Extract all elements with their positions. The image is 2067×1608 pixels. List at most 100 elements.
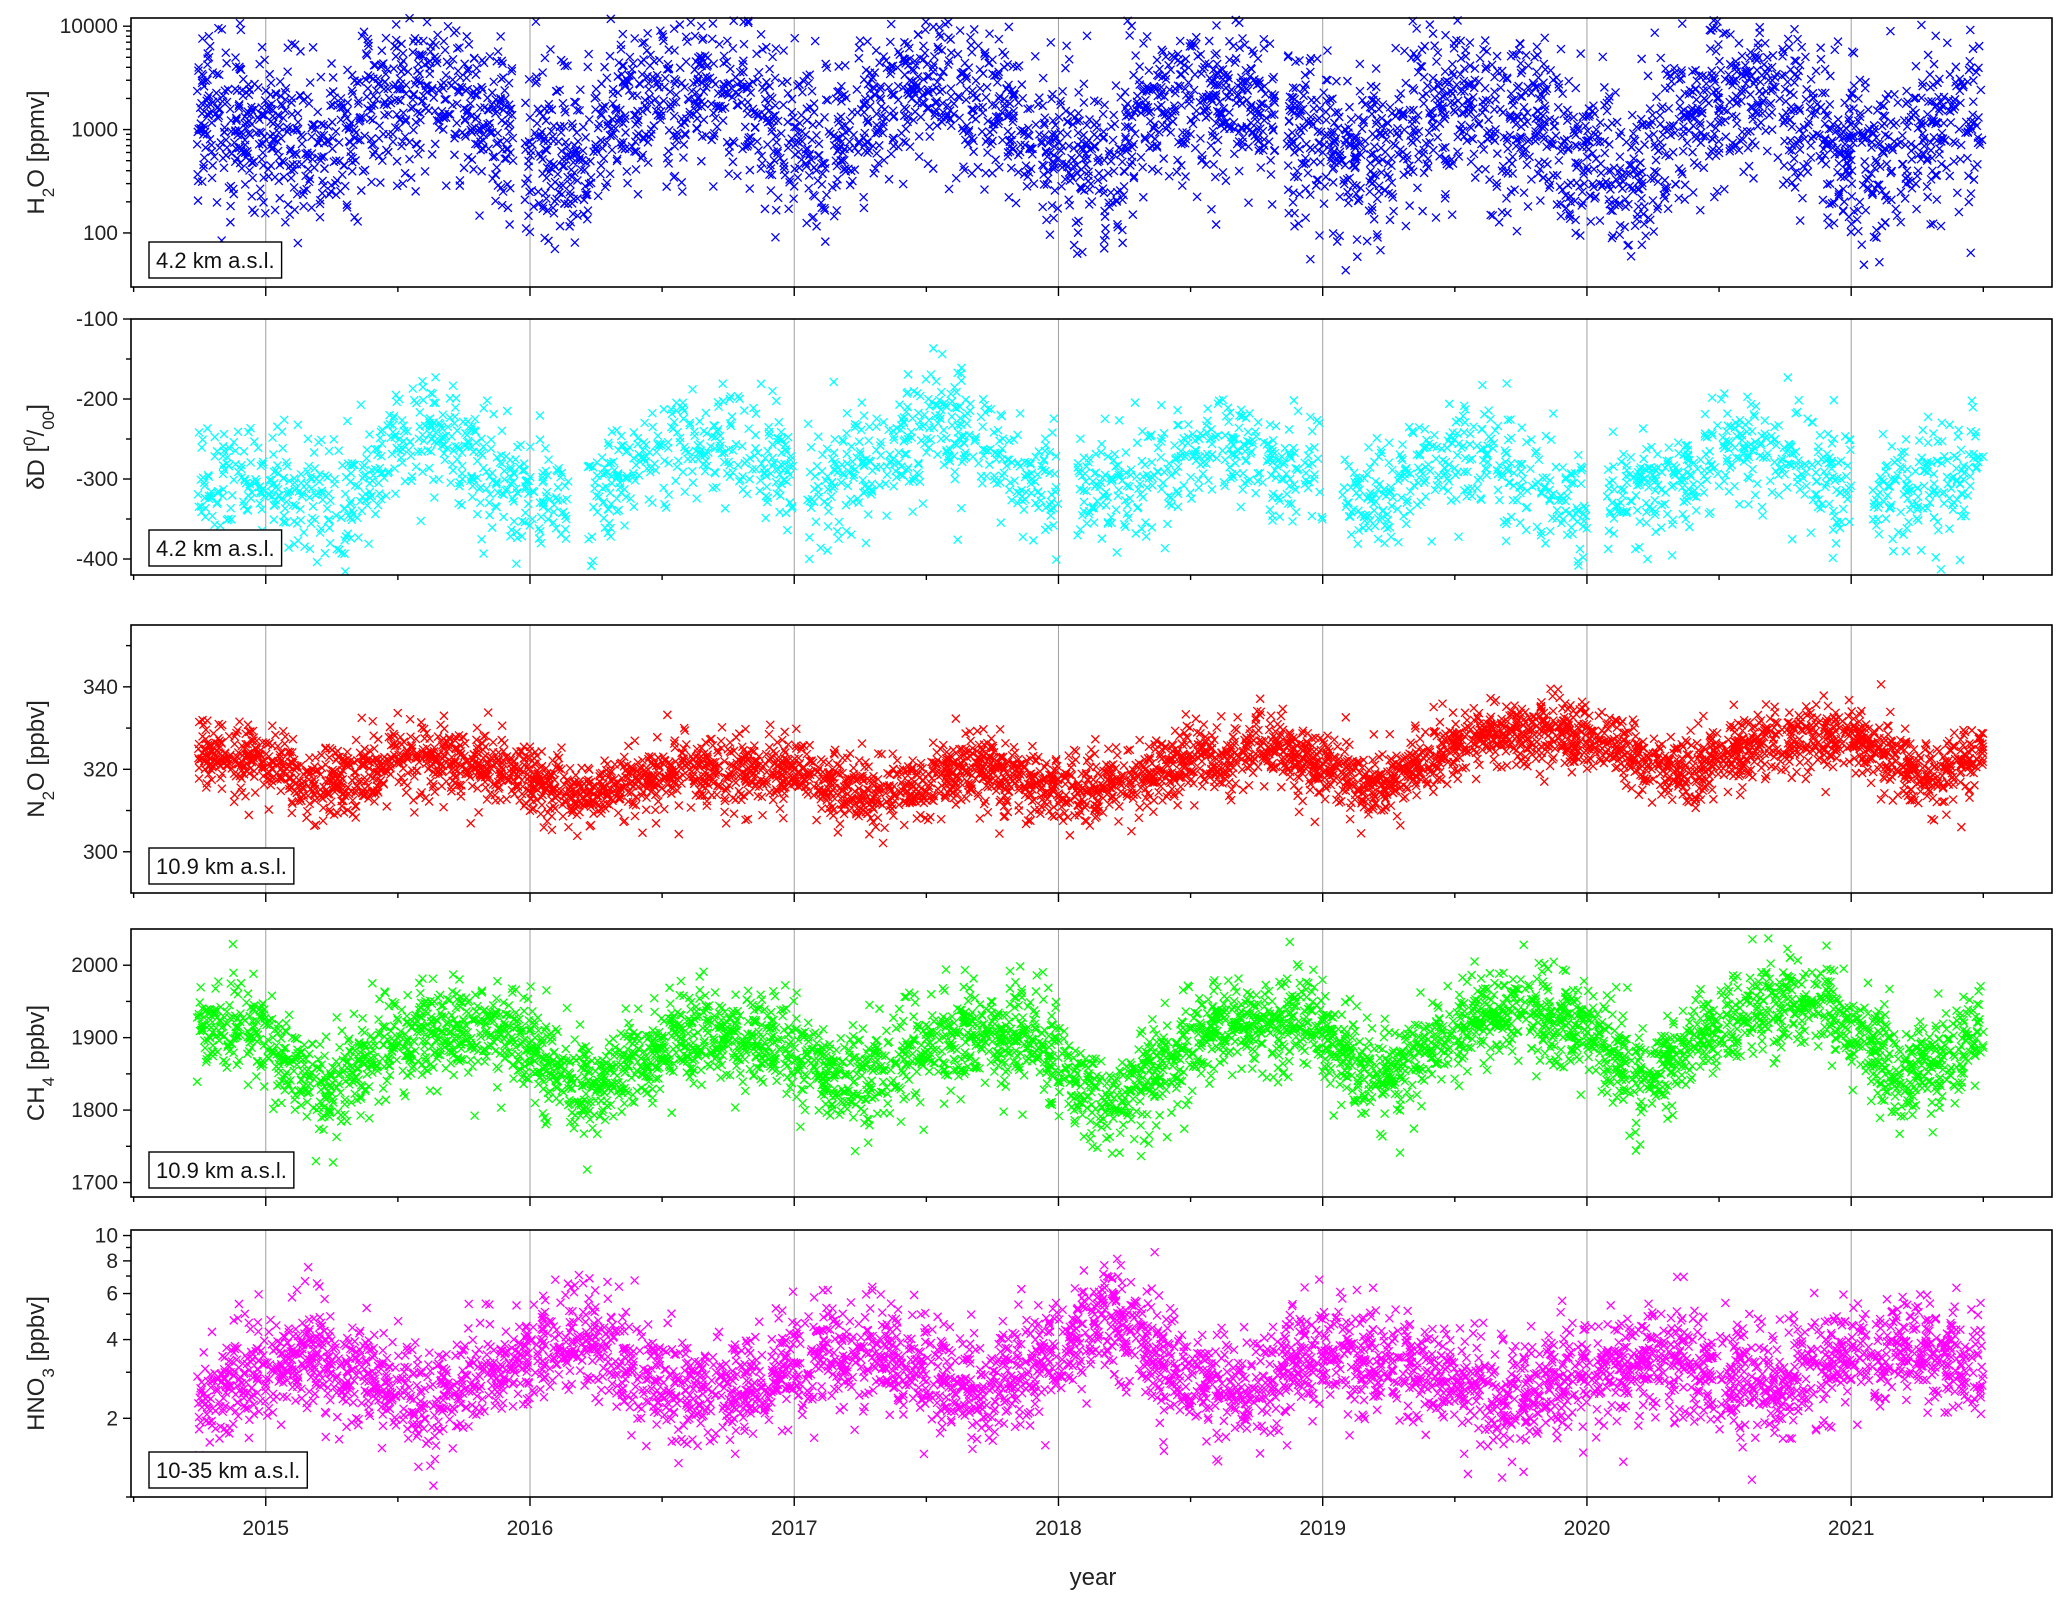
data-point-x (890, 482, 898, 490)
data-point-x (421, 167, 429, 175)
data-point-x (1853, 216, 1861, 224)
data-point-x (1587, 192, 1595, 200)
data-point-x (979, 103, 987, 111)
data-point-x (1377, 144, 1385, 152)
data-point-x (1366, 159, 1374, 167)
data-point-x (1358, 96, 1366, 104)
data-point-x (1157, 485, 1165, 493)
data-point-x (406, 155, 414, 163)
data-point-x (1343, 77, 1351, 85)
data-point-x (506, 184, 514, 192)
data-point-x (478, 56, 486, 64)
data-point-x (631, 120, 639, 128)
data-point-x (983, 83, 991, 91)
data-point-x (810, 100, 818, 108)
data-point-x (681, 131, 689, 139)
data-point-x (1678, 20, 1686, 28)
data-point-x (1284, 52, 1292, 60)
data-point-x (1187, 473, 1195, 481)
data-point-x (1014, 168, 1022, 176)
data-point-x (691, 32, 699, 40)
data-point-x (1644, 72, 1652, 80)
data-point-x (423, 18, 431, 26)
data-point-x (1758, 503, 1766, 511)
data-point-x (815, 151, 823, 159)
data-point-x (1130, 71, 1138, 79)
data-point-x (1973, 160, 1981, 168)
data-point-x (959, 127, 967, 135)
data-point-x (784, 433, 792, 441)
data-point-x (258, 155, 266, 163)
data-point-x (1834, 168, 1842, 176)
data-point-x (925, 123, 933, 131)
data-point-x (762, 43, 770, 51)
data-point-x (1137, 153, 1145, 161)
data-point-x (308, 204, 316, 212)
data-point-x (1624, 200, 1632, 208)
data-point-x (1421, 42, 1429, 50)
data-point-x (1535, 159, 1543, 167)
data-point-x (521, 196, 529, 204)
data-point-x (1375, 187, 1383, 195)
data-point-x (537, 153, 545, 161)
data-point-x (1679, 147, 1687, 155)
data-point-x (1864, 106, 1872, 114)
data-point-x (1402, 520, 1410, 528)
data-point-x (954, 50, 962, 58)
data-point-x (566, 180, 574, 188)
data-point-x (1618, 185, 1626, 193)
data-point-x (899, 180, 907, 188)
data-point-x (267, 162, 275, 170)
data-point-x (723, 37, 731, 45)
data-point-x (1638, 241, 1646, 249)
data-point-x (1780, 162, 1788, 170)
data-point-x (771, 101, 779, 109)
data-point-x (1099, 110, 1107, 118)
data-point-x (853, 86, 861, 94)
data-point-x (316, 213, 324, 221)
data-point-x (206, 42, 214, 50)
data-point-x (1927, 83, 1935, 91)
data-point-x (744, 98, 752, 106)
data-point-x (947, 85, 955, 93)
data-point-x (1470, 150, 1478, 158)
data-point-x (230, 139, 238, 147)
data-point-x (926, 133, 934, 141)
data-point-x (774, 194, 782, 202)
scatter-series (194, 344, 1987, 575)
data-point-x (1267, 170, 1275, 178)
data-point-x (1933, 196, 1941, 204)
data-point-x (1604, 123, 1612, 131)
data-point-x (1413, 184, 1421, 192)
data-point-x (1657, 54, 1665, 62)
data-point-x (1601, 149, 1609, 157)
data-point-x (390, 65, 398, 73)
data-point-x (1764, 76, 1772, 84)
data-point-x (1213, 69, 1221, 77)
data-point-x (551, 245, 559, 253)
data-point-x (631, 138, 639, 146)
data-point-x (1017, 141, 1025, 149)
data-point-x (1621, 195, 1629, 203)
data-point-x (546, 495, 554, 503)
data-point-x (644, 159, 652, 167)
data-point-x (1715, 145, 1723, 153)
data-point-x (1167, 128, 1175, 136)
data-point-x (1812, 67, 1820, 75)
data-point-x (304, 165, 312, 173)
y-axis-title-part: O [ppmv] (23, 90, 50, 187)
data-point-x (371, 148, 379, 156)
data-point-x (1252, 489, 1260, 497)
data-point-x (389, 138, 397, 146)
data-point-x (501, 87, 509, 95)
data-point-x (1771, 73, 1779, 81)
data-point-x (476, 499, 484, 507)
data-point-x (1940, 119, 1948, 127)
data-point-x (1671, 180, 1679, 188)
data-point-x (785, 139, 793, 147)
data-point-x (719, 397, 727, 405)
data-point-x (1839, 185, 1847, 193)
data-point-x (679, 154, 687, 162)
data-point-x (875, 481, 883, 489)
data-point-x (1083, 32, 1091, 40)
